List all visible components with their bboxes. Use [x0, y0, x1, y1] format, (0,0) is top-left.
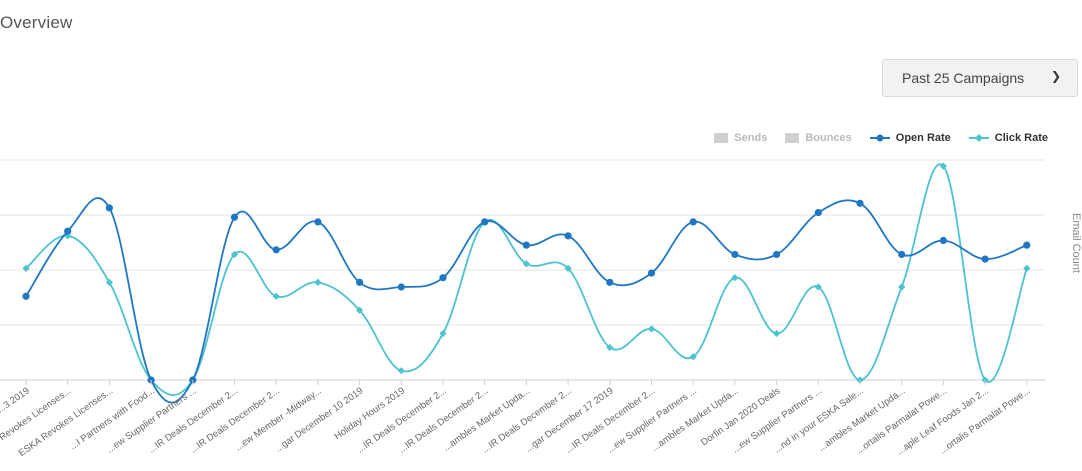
x-tick-label: ...3 2019: [0, 385, 32, 415]
x-tick-label: Holiday Hours 2019: [332, 385, 407, 442]
open-rate-point: [356, 278, 364, 286]
legend-open-rate[interactable]: Open Rate: [869, 132, 951, 144]
open-rate-point: [1023, 241, 1031, 249]
open-rate-point: [647, 269, 656, 277]
open-rate-point: [397, 283, 405, 291]
open-rate-point: [230, 213, 239, 221]
click-rate-point: [814, 283, 822, 291]
page-title: Overview: [0, 13, 73, 32]
open-rate-point: [564, 232, 572, 240]
click-rate-point: [439, 329, 447, 338]
click-rate-line: [25, 163, 1028, 396]
click-rate-point: [939, 162, 947, 170]
click-rate-point: [898, 283, 906, 291]
campaign-range-select[interactable]: Past 25 Campaigns ❯: [882, 59, 1078, 97]
open-rate-point: [439, 274, 447, 282]
open-rate-point: [606, 278, 614, 286]
legend-sends-label: Sends: [734, 132, 768, 144]
click-rate-point: [397, 367, 405, 375]
click-rate-point: [564, 264, 572, 272]
legend-sends[interactable]: Sends: [714, 132, 767, 144]
open-rate-point: [773, 250, 781, 259]
open-rate-point: [856, 199, 864, 207]
open-rate-point: [481, 218, 489, 226]
campaign-range-value: Past 25 Campaigns: [902, 70, 1025, 86]
legend-bounces-swatch: [785, 133, 800, 143]
click-rate-point: [272, 292, 280, 300]
open-rate-point: [64, 227, 72, 235]
click-rate-point: [1023, 264, 1031, 272]
legend-click-rate-marker: [968, 134, 989, 142]
open-rate-point: [731, 250, 739, 259]
open-rate-point: [898, 250, 906, 259]
open-rate-point: [689, 218, 697, 226]
click-rate-point: [731, 274, 739, 282]
legend-bounces[interactable]: Bounces: [785, 132, 852, 144]
legend-bounces-label: Bounces: [805, 132, 852, 144]
click-rate-point: [647, 325, 656, 333]
click-rate-point: [105, 278, 113, 286]
open-rate-line: [25, 197, 1028, 404]
chart-legend: Sends Bounces Open Rate Click Rate: [714, 132, 1048, 144]
x-axis-ticks: ...3 2019ESKA Revokes Licenses...ESKA Re…: [0, 380, 1033, 459]
open-rate-point: [981, 255, 989, 263]
chevron-down-icon: ❯: [1050, 69, 1061, 83]
legend-open-rate-marker: [869, 134, 890, 142]
open-rate-point: [314, 218, 322, 226]
open-rate-point: [105, 204, 113, 212]
click-rate-point: [689, 353, 697, 361]
open-rate-point: [272, 246, 280, 254]
click-rate-point: [773, 329, 781, 338]
click-rate-point: [356, 306, 364, 314]
click-rate-point: [314, 278, 322, 286]
open-rate-point: [939, 236, 948, 245]
legend-click-rate[interactable]: Click Rate: [968, 132, 1048, 144]
click-rate-point: [22, 264, 30, 272]
click-rate-point: [522, 260, 530, 268]
open-rate-point: [814, 209, 822, 217]
legend-sends-swatch: [714, 133, 729, 143]
open-rate-point: [522, 241, 531, 249]
click-rate-point: [230, 250, 239, 259]
chart-grid: [0, 159, 1045, 381]
legend-click-rate-label: Click Rate: [994, 132, 1048, 144]
click-rate-point: [606, 343, 614, 352]
chart-series: [22, 162, 1031, 404]
legend-open-rate-label: Open Rate: [895, 132, 951, 144]
open-rate-point: [22, 292, 30, 300]
